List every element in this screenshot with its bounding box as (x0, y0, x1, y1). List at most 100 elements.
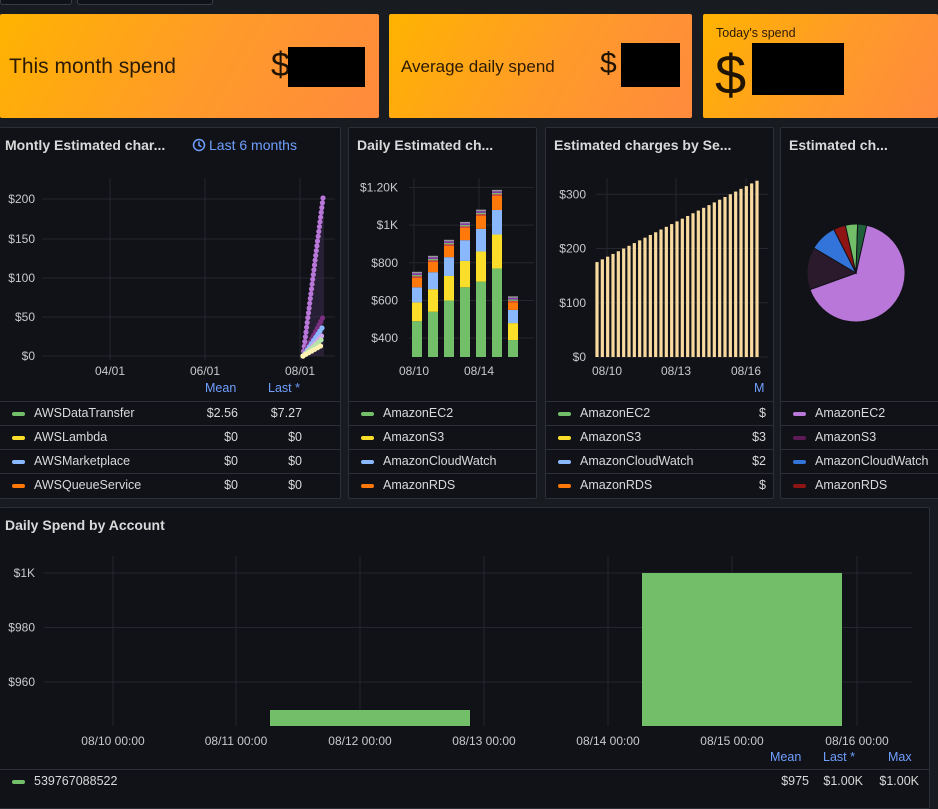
legend-item[interactable]: AmazonEC2 (781, 401, 938, 426)
legend-item[interactable]: AWSDataTransfer $2.56 $7.27 (0, 401, 340, 426)
stat-month-spend: This month spend $ (0, 14, 379, 118)
legend-item[interactable]: AmazonS3 (781, 425, 938, 450)
y-tick-label: $50 (15, 310, 35, 324)
x-tick-label: 08/14 (464, 364, 494, 378)
legend-swatch (558, 412, 571, 416)
legend-item[interactable]: AmazonEC2 (349, 401, 536, 426)
legend-item[interactable]: AmazonRDS $ (546, 473, 773, 498)
data-point (319, 315, 326, 321)
y-tick-label: $1K (14, 566, 35, 580)
legend-name: AmazonEC2 (815, 406, 886, 420)
data-point (317, 343, 324, 349)
legend-mean: $0 (224, 454, 238, 468)
legend-item[interactable]: AWSLambda $0 $0 (0, 425, 340, 450)
bar-segment (412, 274, 422, 277)
legend-item[interactable]: 539767088522 $975 $1.00K $1.00K (0, 769, 929, 794)
bar (648, 234, 652, 357)
legend-item[interactable]: AmazonCloudWatch (349, 449, 536, 474)
data-point (310, 272, 316, 278)
panel-title: Daily Spend by Account (5, 517, 165, 533)
stat-average-currency: $ (600, 47, 617, 80)
legend-last: $1.00K (823, 774, 863, 788)
x-tick-label: 08/16 00:00 (825, 734, 889, 748)
bar-segment (444, 275, 454, 301)
data-point (308, 291, 314, 297)
legend-mean: $0 (224, 478, 238, 492)
data-point (302, 339, 308, 345)
bar (744, 186, 748, 357)
data-point (308, 286, 315, 292)
data-point (320, 195, 326, 201)
data-point (318, 209, 324, 215)
x-tick-label: 08/13 00:00 (452, 734, 516, 748)
bar-segment (428, 258, 438, 261)
legend-value: $ (759, 478, 766, 492)
data-point (303, 329, 309, 335)
data-point (314, 238, 321, 244)
toolbar-button-left[interactable] (0, 0, 72, 5)
stat-average-daily: Average daily spend $ (389, 14, 692, 118)
y-tick-label: $100 (8, 271, 35, 285)
bar-segment (492, 191, 502, 193)
bar-segment (428, 257, 438, 259)
legend-name: AmazonEC2 (383, 406, 454, 420)
bar (638, 240, 642, 357)
legend-name: AmazonRDS (580, 478, 653, 492)
legend-item[interactable]: AmazonS3 (349, 425, 536, 450)
data-point (304, 319, 310, 326)
y-tick-label: $200 (8, 192, 35, 206)
data-point (305, 310, 312, 316)
bar-segment (508, 297, 518, 300)
pie-chart (806, 223, 906, 323)
legend-swatch (361, 436, 374, 440)
panel-title: Daily Estimated ch... (357, 137, 494, 153)
legend-item[interactable]: AmazonS3 $3 (546, 425, 773, 450)
bar (707, 205, 711, 357)
legend-swatch (558, 460, 571, 464)
legend-swatch (12, 436, 25, 440)
bar (718, 199, 722, 357)
bar-segment (508, 300, 518, 303)
toolbar-button-right[interactable] (77, 0, 213, 5)
bar-segment (508, 296, 518, 298)
legend-item[interactable]: AmazonCloudWatch (781, 449, 938, 474)
pie-slice (809, 224, 906, 323)
bar (642, 573, 842, 726)
col-partial: M (754, 381, 765, 395)
legend-name: AmazonRDS (815, 478, 888, 492)
legend-swatch (558, 436, 571, 440)
bar (680, 218, 684, 357)
bar-segment (508, 299, 518, 301)
bar-segment (492, 189, 502, 192)
bar (750, 183, 754, 357)
bar-segment (508, 302, 518, 310)
bar-segment (460, 227, 470, 241)
bar-segment (428, 272, 438, 290)
legend-item[interactable]: AmazonCloudWatch $2 (546, 449, 773, 474)
data-point (319, 200, 325, 206)
redacted-value (752, 43, 844, 95)
time-range-link[interactable]: Last 6 months (192, 137, 297, 153)
data-point (318, 333, 325, 339)
legend-item[interactable]: AmazonRDS (349, 473, 536, 498)
redacted-value (288, 47, 365, 87)
bar-segment (508, 309, 518, 324)
bar-segment (444, 245, 454, 258)
legend-name: AWSDataTransfer (34, 406, 135, 420)
account-chart: $1K $980 $960 08/10 00:00 08/11 00:00 08/12 0… (8, 556, 912, 748)
bar-segment (492, 268, 502, 357)
stat-month-label: This month spend (9, 55, 176, 78)
legend-item[interactable]: AmazonEC2 $ (546, 401, 773, 426)
bar-segment (476, 228, 486, 252)
bar (670, 224, 674, 357)
legend-item[interactable]: AmazonRDS (781, 473, 938, 498)
monthly-chart: $200 $150 $100 $50 $0 04/01 06/01 08/01 (8, 178, 335, 378)
legend-swatch (361, 412, 374, 416)
legend-item[interactable]: AWSQueueService $0 $0 (0, 473, 340, 498)
legend-name: AmazonCloudWatch (580, 454, 694, 468)
data-point (307, 300, 313, 306)
bar-segment (412, 271, 422, 274)
legend-name: AWSQueueService (34, 478, 142, 492)
legend-item[interactable]: AWSMarketplace $0 $0 (0, 449, 340, 474)
bar-segment (492, 210, 502, 235)
